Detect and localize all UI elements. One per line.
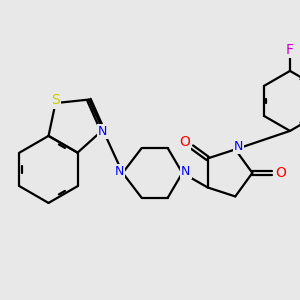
Text: S: S (51, 93, 60, 107)
Text: N: N (181, 165, 190, 178)
Text: O: O (179, 135, 190, 149)
Text: O: O (275, 166, 286, 180)
Text: N: N (98, 125, 107, 139)
Text: N: N (114, 165, 124, 178)
Text: F: F (286, 43, 294, 57)
Text: N: N (234, 140, 244, 153)
